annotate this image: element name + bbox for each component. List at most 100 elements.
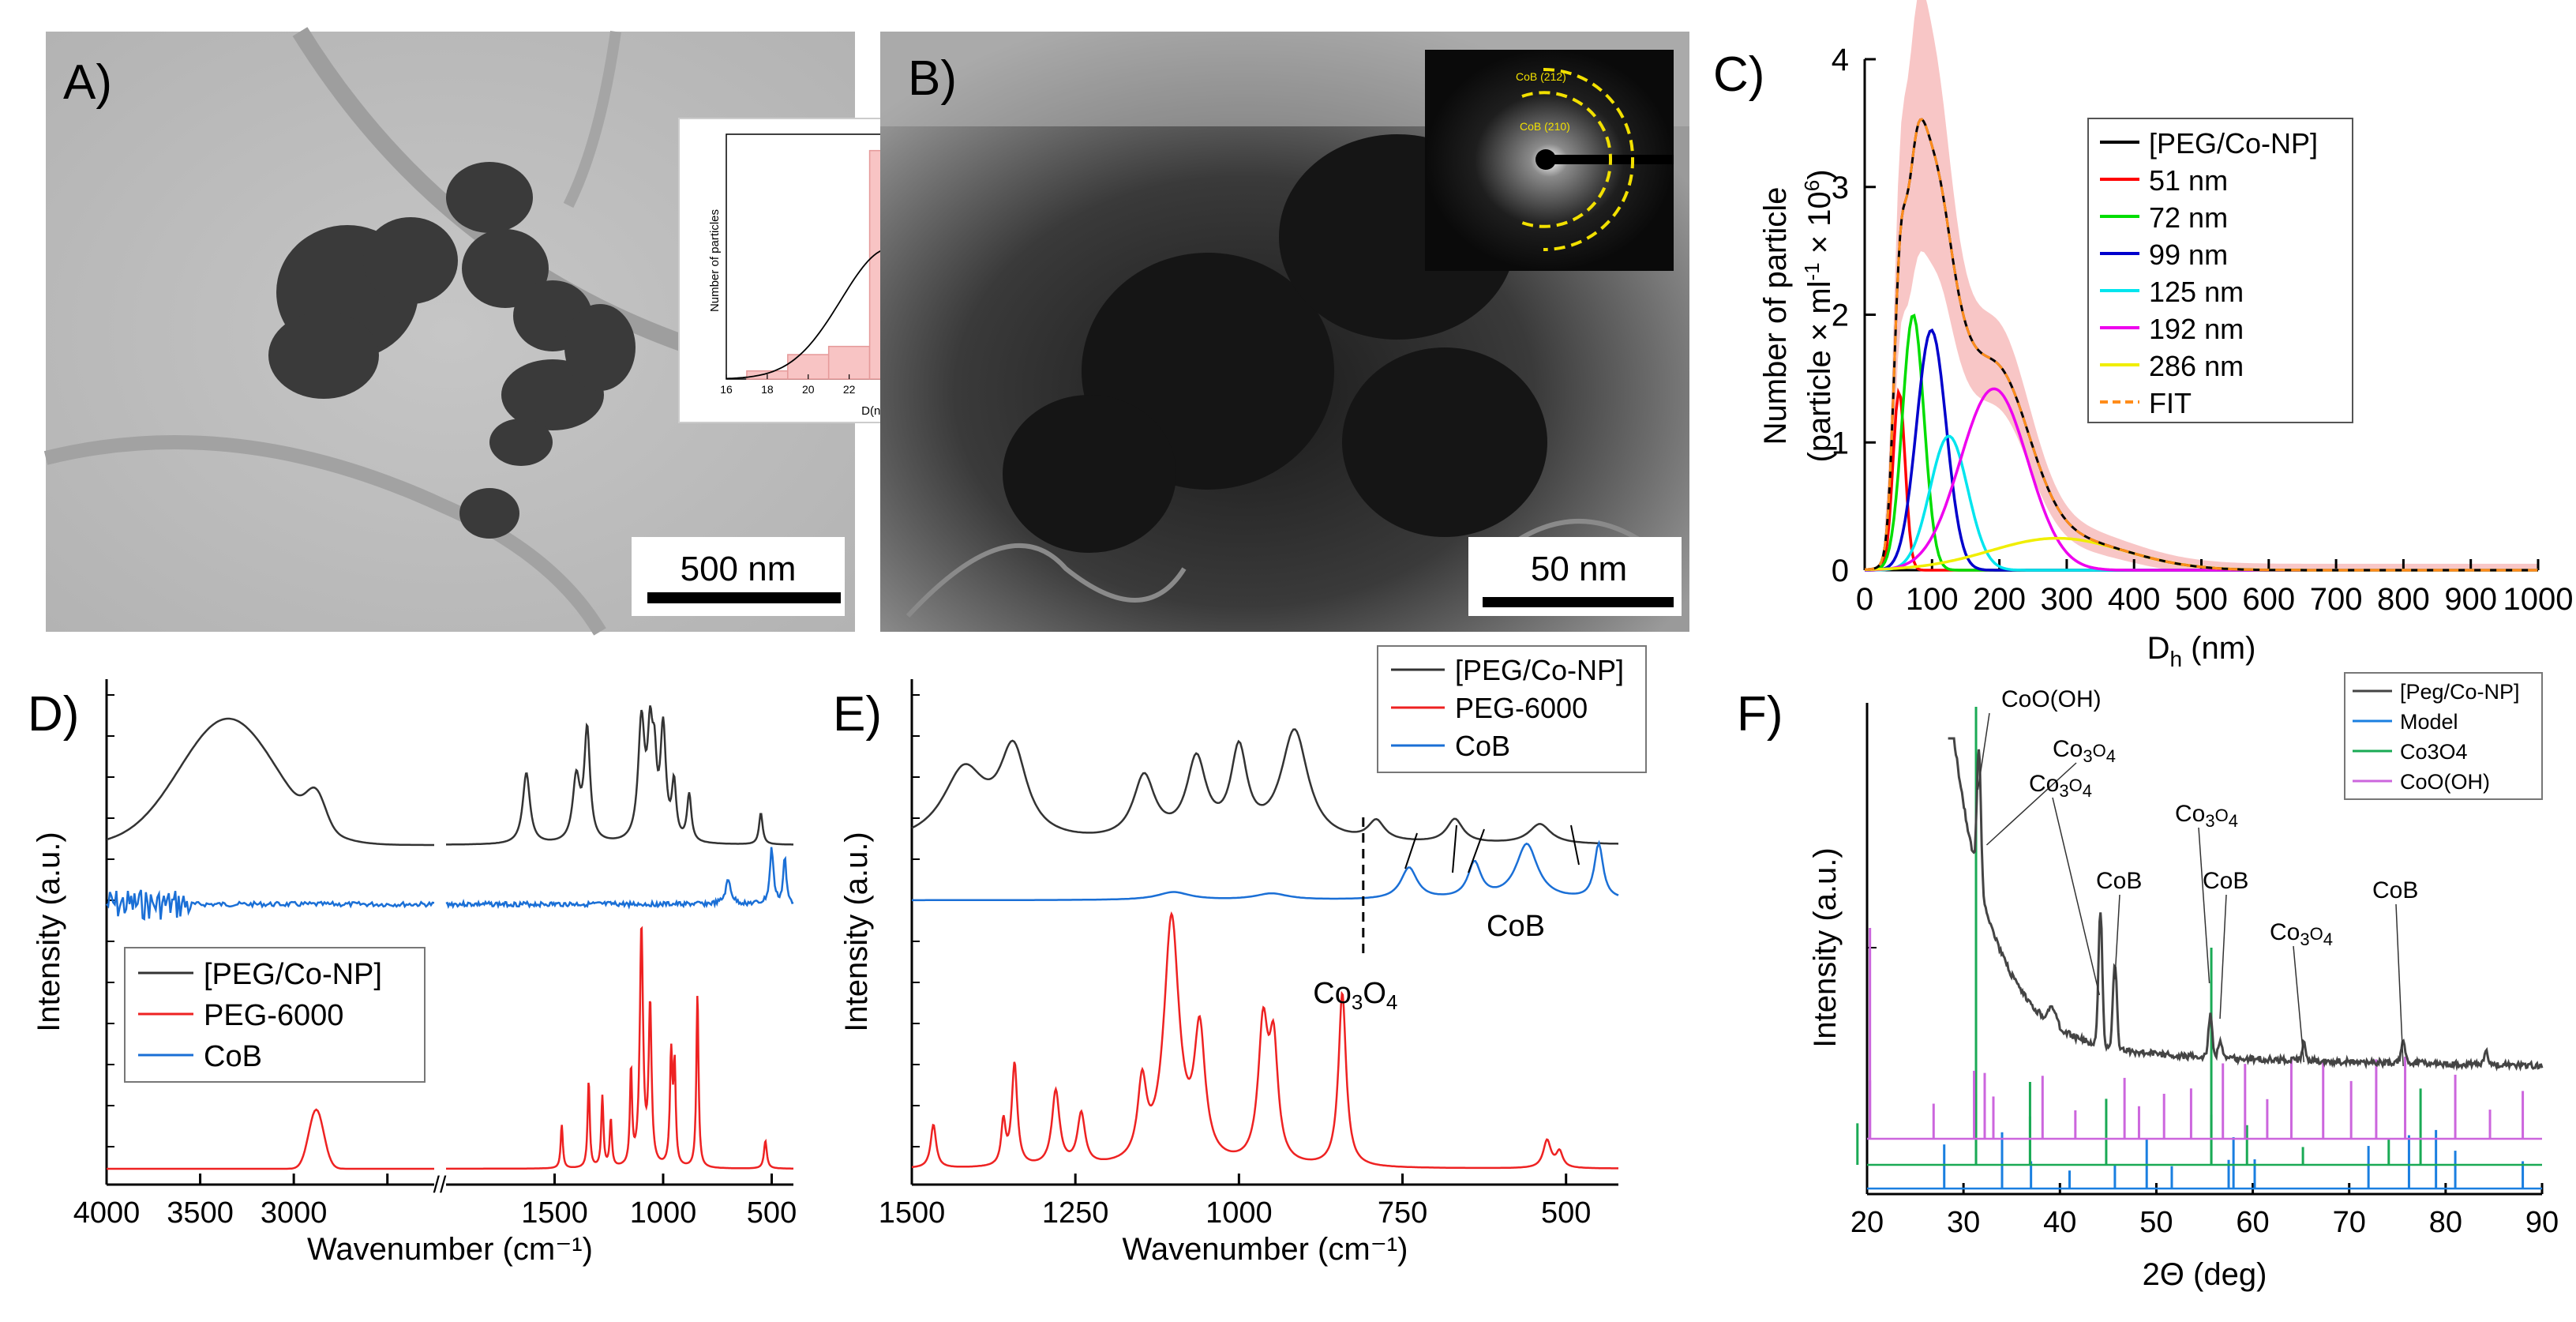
inset-x-tick-label: 16 (720, 383, 733, 396)
scale-bar-label-b: 50 nm (1531, 550, 1627, 588)
annotation-co3o4: Co3O4 (2053, 736, 2116, 766)
annotation-label: CoB (2096, 868, 2142, 894)
x-tick-label: 500 (747, 1196, 797, 1230)
particle-agglomerate (268, 162, 636, 539)
x-tick-label: 40 (2043, 1206, 2076, 1239)
series-line-peg-right (446, 926, 793, 1170)
x-axis-label: Wavenumber (cm⁻¹) (307, 1232, 593, 1267)
legend-box (2087, 118, 2353, 423)
x-tick-label: 1250 (1042, 1196, 1109, 1230)
chart-c: 0 1 2 3 4 0 100 200 300 400 500 600 700 800 900 1000 Dh … (1758, 0, 2573, 671)
annotation-label: CoO(OH) (2001, 686, 2102, 712)
y-axis-label: Intensity (a.u.) (1808, 847, 1843, 1047)
y-tick-label: 1 (1832, 426, 1849, 460)
saed-label-210: CoB (210) (1520, 120, 1570, 133)
x-tick-label: 500 (2175, 582, 2228, 617)
x-tick-label: 1000 (2503, 582, 2574, 617)
series-line-peg (911, 911, 1618, 1170)
annotation-leader (1977, 712, 1990, 791)
x-tick-label: 300 (2041, 582, 2094, 617)
annotation-leader (2293, 945, 2305, 1063)
inset-y-axis-label: Number of particles (708, 209, 722, 312)
x-tick-label: 600 (2242, 582, 2295, 617)
x-tick-label: 90 (2525, 1206, 2559, 1239)
x-tick-label: 3500 (167, 1196, 234, 1230)
y-axis-label-line2: (particle × ml-1 × 106) (1800, 169, 1837, 462)
x-tick-label: 900 (2444, 582, 2497, 617)
series-line-fit (1864, 118, 2538, 572)
panel-label-c: C) (1713, 47, 1764, 102)
annotation-leader (2219, 894, 2227, 1020)
saed-ring (1543, 67, 1635, 252)
x-tick-label: 1000 (630, 1196, 697, 1230)
y-tick-label: 2 (1832, 299, 1849, 333)
legend-label: [PEG/Co-NP] (204, 958, 382, 991)
series-line-peg-co-np (911, 728, 1619, 845)
annotation-co3o4: Co3O4 (1313, 977, 1397, 1014)
scale-bar-label-a: 500 nm (681, 550, 797, 588)
x-tick-label: 80 (2429, 1206, 2462, 1239)
annotation-leader (2052, 797, 2101, 996)
x-tick-label: 3000 (261, 1196, 328, 1230)
x-tick-label: 200 (1973, 582, 2026, 617)
inset-x-tick-label: 22 (843, 383, 856, 396)
legend-label: 51 nm (2149, 164, 2228, 197)
x-tick-label: 1500 (879, 1196, 946, 1230)
annotation-label: CoB (2372, 877, 2418, 903)
legend-label: [PEG/Co-NP] (1455, 654, 1624, 686)
x-tick-label: 0 (1856, 582, 1873, 617)
annotation-arrow (1404, 832, 1418, 869)
x-tick-label: 1500 (521, 1196, 588, 1230)
series-line-peg-co-np-left (106, 717, 434, 847)
inset-x-tick-label: 20 (802, 383, 815, 396)
series-line-cob-left (105, 889, 435, 921)
x-axis-label: Dh (nm) (2147, 631, 2256, 671)
carbon-film-edge (43, 435, 606, 636)
panel-label-b: B) (908, 51, 957, 106)
x-tick-label: 800 (2377, 582, 2430, 617)
series-line-peg-co-np-right (446, 705, 793, 846)
series-line-cob (912, 839, 1619, 902)
annotation-co3o4: Co3O4 (2029, 771, 2092, 801)
annotation-co3o4: Co3O4 (2270, 919, 2333, 949)
annotation-label: CoB (2203, 868, 2248, 894)
annotation-leader (1985, 762, 2077, 846)
histogram-bar (827, 345, 871, 380)
legend-label: 192 nm (2149, 313, 2244, 345)
x-tick-label: 70 (2333, 1206, 2366, 1239)
y-axis-label: Intensity (a.u.) (32, 832, 66, 1031)
legend-box (1377, 645, 1647, 773)
y-tick-label: 3 (1832, 171, 1849, 205)
legend-label: 286 nm (2149, 350, 2244, 382)
legend-box (2344, 672, 2543, 800)
legend-label: CoO(OH) (2400, 770, 2490, 794)
carbon-film-edge (563, 31, 621, 208)
x-tick-label: 100 (1906, 582, 1959, 617)
legend-label: FIT (2149, 387, 2192, 419)
legend-label: PEG-6000 (204, 999, 343, 1032)
beam-stop-tip (1535, 149, 1556, 170)
x-tick-label: 400 (2108, 582, 2161, 617)
y-axis-label: Intensity (a.u.) (839, 832, 874, 1031)
chart-d: // 4000 3500 3000 1500 1000 500 Wavenumber (cm⁻… (32, 679, 797, 1267)
legend-label: 99 nm (2149, 238, 2228, 271)
x-tick-label: 30 (1947, 1206, 1980, 1239)
x-tick-label: 4000 (73, 1196, 141, 1230)
legend-label: PEG-6000 (1455, 692, 1588, 724)
x-axis-label: 2Θ (deg) (2143, 1257, 2267, 1292)
annotation-arrow (1570, 824, 1580, 866)
annotation-arrow (1468, 828, 1485, 873)
y-axis-label-line1: Number of particle (1758, 187, 1793, 445)
saed-label-212: CoB (212) (1516, 70, 1566, 83)
annotation-leader (2114, 894, 2120, 980)
x-axis-label: Wavenumber (cm⁻¹) (1123, 1232, 1408, 1267)
annotation-leader (2395, 903, 2404, 1067)
panel-label-e: E) (833, 687, 882, 742)
legend-label: Co3O4 (2400, 740, 2468, 764)
y-tick-label: 4 (1832, 43, 1849, 77)
x-tick-label: 500 (1541, 1196, 1591, 1230)
inset-x-tick-label: 18 (761, 383, 774, 396)
shell-texture (906, 543, 1187, 618)
legend-label: [PEG/Co-NP] (2149, 127, 2318, 160)
